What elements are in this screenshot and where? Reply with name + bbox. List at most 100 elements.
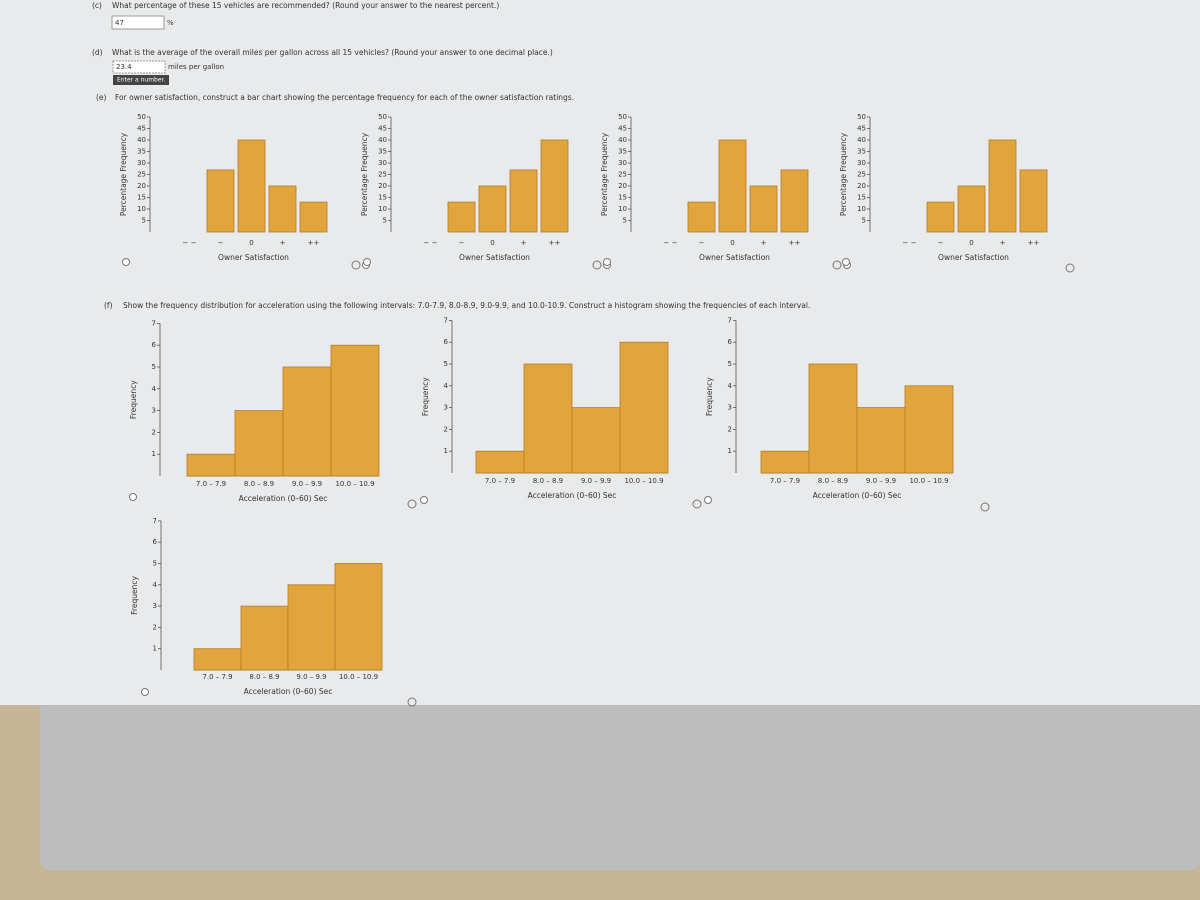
x-tick-label: − [938,239,944,247]
y-tick-label: 1 [152,450,156,458]
x-tick-label: 9.0 – 9.9 [296,673,326,681]
screen-area [0,0,1200,705]
y-tick-label: 20 [378,182,387,190]
y-axis-label: Percentage Frequency [360,132,369,216]
answer-input[interactable] [112,60,166,74]
y-tick-label: 45 [137,125,146,133]
label: (f) [104,301,113,310]
radio-button[interactable] [129,493,137,501]
y-tick-label: 40 [378,136,387,144]
y-tick-label: 5 [623,217,627,225]
x-axis-label: Acceleration (0–60) Sec [239,494,328,503]
x-tick-label: + [761,239,767,247]
x-tick-label: ++ [549,239,561,247]
y-tick-label: 35 [137,148,146,156]
radio-button[interactable] [704,496,712,504]
question: What percentage of these 15 vehicles are… [112,1,499,10]
info-icon[interactable] [832,260,842,270]
bar [926,201,955,233]
x-tick-label: 8.0 – 8.9 [249,673,279,681]
info-icon[interactable] [407,697,417,707]
info-icon[interactable] [592,260,602,270]
bar [780,169,809,233]
info-icon[interactable] [351,260,361,270]
bar [299,201,328,233]
radio-button[interactable] [842,258,850,266]
x-tick-label: 8.0 – 8.9 [818,477,848,485]
y-tick-label: 10 [137,205,146,213]
bar [186,453,236,477]
bar [808,363,858,474]
x-tick-label: 0 [490,239,494,247]
bar [540,139,569,233]
info-icon[interactable] [980,502,990,512]
y-tick-label: 20 [857,182,866,190]
x-tick-label: 8.0 – 8.9 [533,477,563,485]
y-tick-label: 45 [857,125,866,133]
question: For owner satisfaction, construct a bar … [115,93,574,102]
y-tick-label: 30 [137,159,146,167]
y-tick-label: 50 [857,113,866,121]
answer-input[interactable] [111,15,165,30]
x-tick-label: + [1000,239,1006,247]
bar [330,344,380,477]
x-tick-label: 7.0 – 7.9 [485,477,515,485]
y-tick-label: 1 [444,447,448,455]
info-icon[interactable] [692,499,702,509]
x-tick-label: 9.0 – 9.9 [866,477,896,485]
y-tick-label: 50 [137,113,146,121]
bar [749,185,778,233]
y-tick-label: 2 [153,623,157,631]
x-tick-label: − − [664,239,678,247]
x-tick-label: 0 [730,239,734,247]
radio-button[interactable] [363,258,371,266]
label: (d) [92,48,103,57]
bar [478,185,507,233]
bar [475,450,525,474]
radio-button[interactable] [420,496,428,504]
x-tick-label: ++ [1028,239,1040,247]
y-tick-label: 45 [378,125,387,133]
bar [206,169,235,233]
info-icon[interactable] [407,499,417,509]
hint: Enter a number. [117,77,165,84]
x-tick-label: − [699,239,705,247]
bar [687,201,716,233]
hint-box [113,75,169,85]
y-tick-label: 5 [444,360,448,368]
question: What is the average of the overall miles… [112,48,553,57]
answer: 47 [115,19,124,27]
y-tick-label: 5 [142,217,146,225]
y-tick-label: 4 [728,382,733,390]
x-tick-label: 10.0 – 10.9 [909,477,948,485]
y-tick-label: 3 [728,404,732,412]
bar [193,648,242,671]
y-tick-label: 2 [444,425,448,433]
info-icon[interactable] [1065,263,1075,273]
y-axis-label: Percentage Frequency [119,132,128,216]
x-tick-label: 10.0 – 10.9 [335,480,374,488]
y-tick-label: 40 [618,136,627,144]
y-tick-label: 7 [444,316,448,324]
y-tick-label: 15 [137,194,146,202]
bar [240,605,289,671]
y-tick-label: 25 [137,171,146,179]
y-tick-label: 5 [862,217,866,225]
question: Show the frequency distribution for acce… [123,301,810,310]
y-tick-label: 5 [153,560,157,568]
x-tick-label: 0 [249,239,253,247]
radio-button[interactable] [122,258,130,266]
x-tick-label: + [280,239,286,247]
radio-button[interactable] [603,258,611,266]
y-axis-label: Percentage Frequency [839,132,848,216]
y-axis-label: Frequency [130,576,139,615]
y-tick-label: 35 [857,148,866,156]
y-tick-label: 35 [618,148,627,156]
y-tick-label: 7 [728,316,732,324]
y-tick-label: 10 [857,205,866,213]
y-tick-label: 30 [857,159,866,167]
y-tick-label: 15 [378,194,387,202]
y-tick-label: 30 [618,159,627,167]
radio-button[interactable] [141,688,149,696]
